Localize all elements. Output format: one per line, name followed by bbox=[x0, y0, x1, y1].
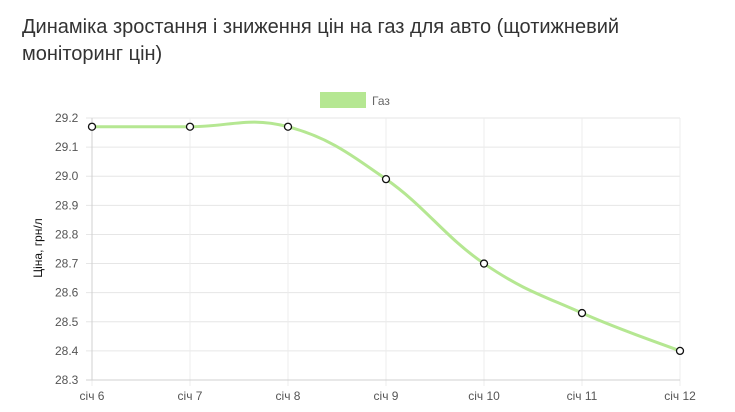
y-tick-label: 28.7 bbox=[55, 257, 79, 271]
y-tick-label: 29.2 bbox=[55, 111, 79, 125]
y-tick-label: 28.5 bbox=[55, 315, 79, 329]
y-tick-label: 28.3 bbox=[55, 373, 79, 387]
y-tick-label: 29.1 bbox=[55, 140, 79, 154]
x-tick-label: січ 9 bbox=[374, 389, 399, 403]
x-tick-label: січ 7 bbox=[178, 389, 203, 403]
data-point[interactable] bbox=[381, 174, 391, 184]
y-tick-label: 28.9 bbox=[55, 198, 79, 212]
y-tick-label: 28.8 bbox=[55, 227, 79, 241]
y-axis-label: Ціна, грн/л bbox=[31, 218, 45, 278]
data-point[interactable] bbox=[577, 308, 587, 318]
data-point[interactable] bbox=[87, 122, 97, 131]
y-tick-labels: 29.2 29.1 29.0 28.9 28.8 28.7 28.6 28.5 28.4 28.3 bbox=[55, 111, 79, 387]
legend[interactable]: Газ bbox=[320, 92, 390, 108]
y-tick-label: 29.0 bbox=[55, 169, 79, 183]
legend-label-gas: Газ bbox=[372, 94, 390, 108]
data-point[interactable] bbox=[479, 259, 489, 268]
data-points bbox=[87, 122, 685, 356]
data-point[interactable] bbox=[185, 122, 195, 131]
y-tick-label: 28.4 bbox=[55, 344, 79, 358]
x-tick-label: січ 6 bbox=[80, 389, 105, 403]
x-tick-label: січ 8 bbox=[276, 389, 301, 403]
x-tick-label: січ 12 bbox=[664, 389, 696, 403]
x-tick-label: січ 11 bbox=[567, 389, 598, 403]
legend-swatch bbox=[320, 92, 366, 108]
x-tick-labels: січ 6 січ 7 січ 8 січ 9 січ 10 січ 11 січ 12 bbox=[80, 389, 697, 403]
data-point[interactable] bbox=[283, 122, 293, 131]
y-tick-label: 28.6 bbox=[55, 286, 79, 300]
data-point[interactable] bbox=[675, 346, 685, 356]
chart-title: Динаміка зростання і зниження цін на газ… bbox=[22, 16, 620, 65]
x-tick-label: січ 10 bbox=[468, 389, 500, 403]
grid-lines bbox=[86, 117, 681, 386]
